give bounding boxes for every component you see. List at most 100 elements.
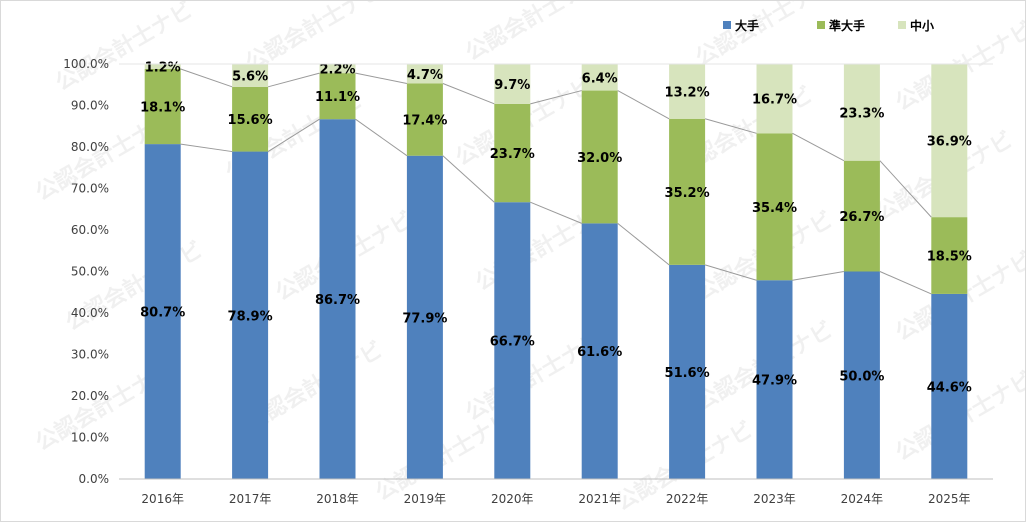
series-connector-line [267, 118, 320, 152]
data-label: 23.7% [490, 147, 535, 162]
bar-segment [144, 144, 181, 479]
y-tick-label: 20.0% [71, 389, 109, 403]
x-tick-label: 2017年 [229, 492, 272, 506]
series-connector-line [530, 90, 582, 105]
bar-segment [319, 119, 356, 479]
data-label: 26.7% [839, 210, 884, 225]
x-tick-label: 2025年 [928, 492, 971, 506]
series-connector-line [879, 160, 932, 218]
data-label: 35.4% [752, 201, 797, 216]
data-label: 1.2% [145, 60, 181, 75]
y-tick-label: 0.0% [79, 472, 110, 486]
x-tick-label: 2019年 [404, 492, 447, 506]
bar-segment [843, 64, 880, 161]
series-connector-line [355, 118, 408, 157]
bar-segment [494, 64, 531, 104]
y-tick-label: 80.0% [71, 140, 109, 154]
series-connector-line [617, 90, 670, 120]
data-label: 5.6% [232, 69, 268, 84]
bar-segment [232, 86, 269, 152]
data-label: 15.6% [228, 113, 273, 128]
x-tick-label: 2018年 [316, 492, 359, 506]
y-tick-label: 10.0% [71, 431, 109, 445]
bar-segment [232, 64, 269, 87]
y-tick-label: 50.0% [71, 265, 109, 279]
bar-segment [406, 64, 443, 84]
y-tick-label: 90.0% [71, 99, 109, 113]
bar-segment [319, 73, 356, 120]
data-label: 44.6% [927, 380, 972, 395]
bar-segment [843, 160, 880, 272]
axes: 0.0% 10.0% 20.0% 30.0% 40.0% 50.0% 60.0% 70.0% 8… [63, 57, 993, 506]
data-label: 9.7% [494, 78, 530, 93]
data-label: 18.1% [140, 101, 185, 116]
series-connector-line [704, 264, 757, 281]
plot-area [144, 64, 968, 479]
series-connector-line [704, 118, 757, 134]
bar-segment [931, 64, 968, 218]
data-label: 36.9% [927, 135, 972, 150]
series-connector-line [180, 68, 233, 88]
bar-segment [581, 223, 618, 479]
x-tick-label: 2020年 [491, 492, 534, 506]
bar-segment [581, 90, 618, 224]
y-tick-label: 100.0% [63, 57, 109, 71]
series-connector-line [442, 83, 495, 105]
bar-segment [232, 151, 269, 479]
data-label: 50.0% [839, 369, 884, 384]
data-label: 18.5% [927, 250, 972, 265]
legend-label: 中小 [910, 18, 934, 33]
x-tick-label: 2021年 [578, 492, 621, 506]
series-connector-line [792, 132, 845, 162]
series-connector-line [879, 271, 932, 295]
watermark-text: 公認会計士ナビ [461, 1, 607, 66]
x-tick-label: 2022年 [666, 492, 709, 506]
data-label: 32.0% [577, 151, 622, 166]
data-label: 11.1% [315, 90, 360, 105]
data-label: 16.7% [752, 93, 797, 108]
series-connector-line [355, 72, 407, 84]
legend-swatch [817, 21, 825, 29]
x-tick-label: 2023年 [753, 492, 796, 506]
watermark-text: 公認会計士ナビ [691, 1, 837, 71]
data-label: 77.9% [402, 311, 447, 326]
connector-lines [180, 68, 932, 295]
data-label: 23.3% [839, 106, 884, 121]
y-tick-label: 60.0% [71, 223, 109, 237]
series-connector-line [180, 143, 233, 153]
bar-segment [319, 64, 356, 74]
data-label: 13.2% [665, 85, 710, 100]
series-connector-line [442, 155, 495, 203]
bar-segment [931, 217, 968, 294]
watermark-text: 公認会計士ナビ [61, 237, 207, 337]
data-label: 61.6% [577, 345, 622, 360]
bar-segment [406, 83, 443, 156]
bar-segment [669, 64, 706, 119]
legend-label: 大手 [735, 18, 759, 33]
data-label: 2.2% [319, 63, 355, 78]
bar-segment [406, 155, 443, 479]
bar-segment [494, 103, 531, 203]
x-tick-label: 2024年 [841, 492, 884, 506]
data-label: 80.7% [140, 306, 185, 321]
bar-segment [756, 133, 793, 281]
bar-segment [144, 64, 181, 69]
data-label: 4.7% [407, 68, 443, 83]
bar-segment [756, 280, 793, 479]
legend: 大手 準大手 中小 [723, 18, 934, 33]
y-tick-label: 30.0% [71, 348, 109, 362]
bar-segment [494, 202, 531, 479]
bar-segment [144, 68, 181, 145]
bar-segment [931, 293, 968, 479]
data-label: 17.4% [402, 114, 447, 129]
series-connector-line [617, 222, 670, 266]
bar-segment [669, 118, 706, 265]
data-label: 47.9% [752, 374, 797, 389]
bar-segment [669, 264, 706, 479]
data-label: 86.7% [315, 293, 360, 308]
data-label: 6.4% [582, 71, 618, 86]
bar-segment [581, 64, 618, 91]
data-label: 66.7% [490, 335, 535, 350]
